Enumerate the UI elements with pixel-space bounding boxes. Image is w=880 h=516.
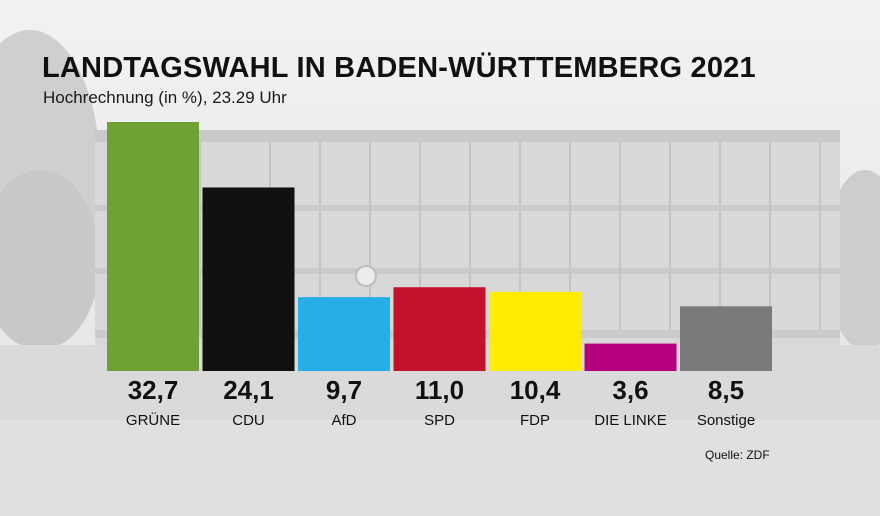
category-label-5: DIE LINKE [594,412,667,429]
bar-2 [298,297,390,371]
bar-0 [107,122,199,371]
category-label-4: FDP [520,412,550,429]
value-label-6: 8,5 [708,375,744,405]
bar-1 [202,187,295,371]
chart-subtitle: Hochrechnung (in %), 23.29 Uhr [43,88,287,107]
value-label-1: 24,1 [223,375,274,405]
bar-3 [393,287,486,371]
chart-title: LANDTAGSWAHL IN BADEN-WÜRTTEMBERG 2021 [42,52,756,84]
bar-6 [680,306,772,371]
value-label-2: 9,7 [326,375,362,405]
category-label-2: AfD [331,412,356,429]
source-note: Quelle: ZDF [705,448,770,462]
value-label-3: 11,0 [415,375,464,405]
category-label-0: GRÜNE [126,411,180,429]
value-label-4: 10,4 [510,375,561,405]
category-label-3: SPD [424,412,455,429]
bar-5 [584,343,677,371]
bar-4 [489,291,581,371]
value-label-5: 3,6 [612,375,648,405]
category-label-1: CDU [232,412,265,429]
value-label-0: 32,7 [128,375,179,405]
category-label-6: Sonstige [697,412,755,429]
